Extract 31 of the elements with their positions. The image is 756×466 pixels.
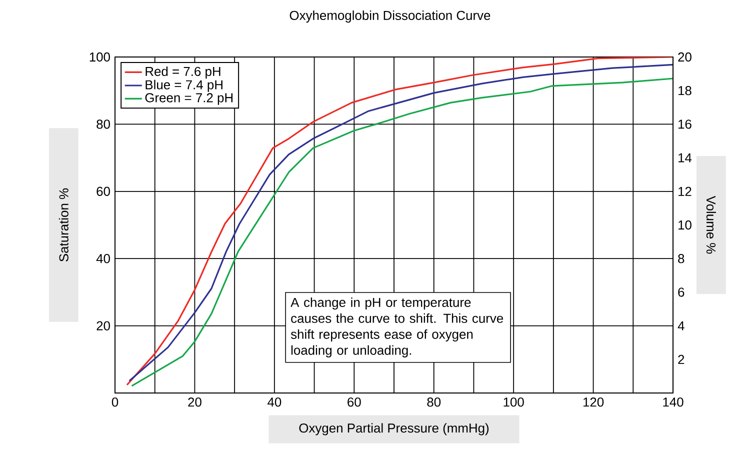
annotation: A change in pH or temperature causes the curve to shift. This curve shift represents ease of oxygen loading or unloading. <box>290 297 504 358</box>
x-tick-label: 100 <box>504 398 524 407</box>
y2-tick-label: 10 <box>678 220 692 230</box>
y-tick-label: 80 <box>96 120 110 129</box>
y-tick-label: 100 <box>90 52 110 62</box>
y2-tick-label: 8 <box>678 254 684 264</box>
x-tick-label: 120 <box>583 398 604 407</box>
y2-tick-label: 20 <box>678 52 692 62</box>
x-tick-label: 0 <box>112 398 118 407</box>
y-tick-label: 40 <box>96 254 110 264</box>
y-tick-label: 20 <box>96 321 110 330</box>
y2-axis-title: Volume % <box>706 196 716 254</box>
chart-title: Oxyhemoglobin Dissociation Curve <box>290 10 490 23</box>
y2-tick-label: 6 <box>678 288 684 297</box>
legend-label: Red = 7.6 pH <box>146 66 220 79</box>
x-tick-label: 60 <box>348 398 361 407</box>
x-tick-label: 140 <box>663 398 684 407</box>
y2-tick-label: 18 <box>678 86 692 96</box>
legend-label: Blue = 7.4 pH <box>146 80 222 92</box>
legend-label: Green = 7.2 pH <box>145 93 233 105</box>
x-tick-label: 40 <box>268 398 282 407</box>
y2-tick-label: 2 <box>678 354 684 364</box>
y2-tick-label: 16 <box>678 120 692 129</box>
y-tick-label: 60 <box>96 186 110 196</box>
y-axis-title: Saturation % <box>58 188 68 262</box>
x-tick-label: 80 <box>427 398 441 407</box>
x-axis-title: Oxygen Partial Pressure (mmHg) <box>299 423 489 436</box>
y2-tick-label: 4 <box>678 321 684 330</box>
y2-tick-label: 14 <box>678 153 692 162</box>
y2-tick-label: 12 <box>678 186 692 196</box>
x-tick-label: 20 <box>188 398 202 407</box>
